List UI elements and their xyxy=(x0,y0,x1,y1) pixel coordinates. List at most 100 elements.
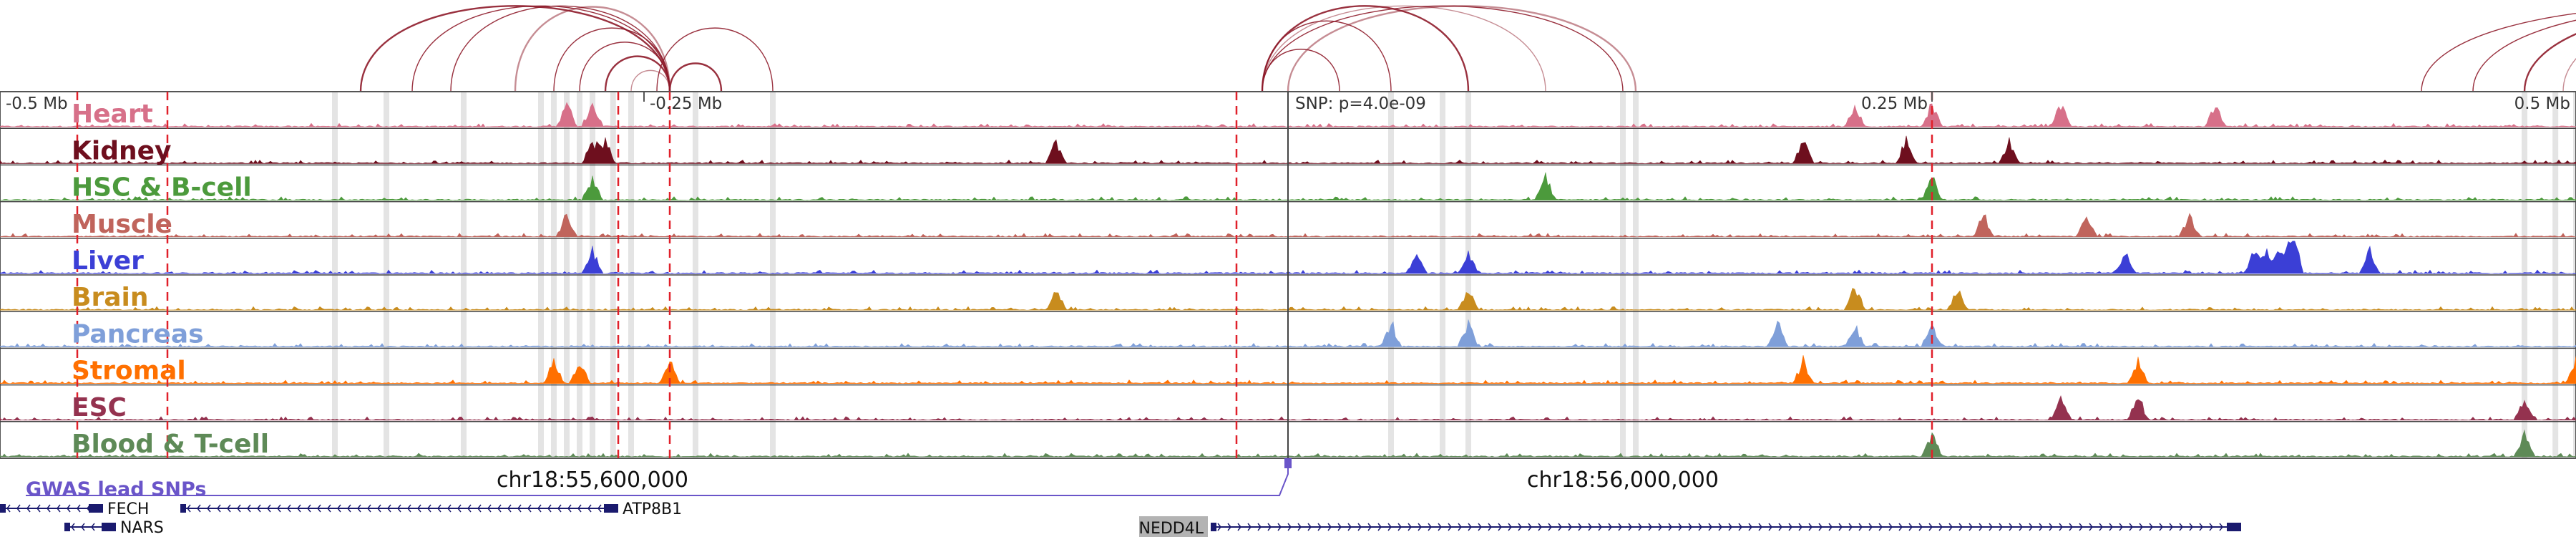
strand-chevron xyxy=(217,504,221,513)
strand-chevron xyxy=(1898,523,1903,531)
strand-chevron xyxy=(1418,523,1422,531)
strand-chevron xyxy=(1658,523,1662,531)
strand-chevron xyxy=(1918,523,1923,531)
loop-arc xyxy=(656,27,774,92)
track-label: Pancreas xyxy=(72,319,204,349)
strand-chevron xyxy=(267,504,271,513)
strand-chevron xyxy=(447,504,452,513)
strand-chevron xyxy=(1948,523,1953,531)
strand-chevron xyxy=(1538,523,1542,531)
strand-chevron xyxy=(81,523,85,531)
strand-chevron xyxy=(297,504,301,513)
strand-chevron xyxy=(427,504,431,513)
strand-chevron xyxy=(277,504,281,513)
gene-fech: FECH xyxy=(0,500,149,518)
strand-chevron xyxy=(1698,523,1702,531)
strand-chevron xyxy=(2119,523,2123,531)
strand-chevron xyxy=(2099,523,2103,531)
strand-chevron xyxy=(1668,523,1672,531)
gene-exon xyxy=(102,523,116,531)
strand-chevron xyxy=(2189,523,2193,531)
strand-chevron xyxy=(1778,523,1782,531)
strand-chevron xyxy=(1287,523,1292,531)
strand-chevron xyxy=(1438,523,1442,531)
axis-tick-label: -0.5 Mb xyxy=(6,95,68,113)
loop-arc xyxy=(579,42,670,92)
strand-chevron xyxy=(1878,523,1883,531)
strand-chevron xyxy=(2059,523,2063,531)
strand-chevron xyxy=(1307,523,1312,531)
snp-pvalue-label: SNP: p=4.0e-09 xyxy=(1295,95,1426,113)
strand-chevron xyxy=(1377,523,1382,531)
loop-arc xyxy=(2523,33,2576,92)
strand-chevron xyxy=(507,504,512,513)
gene-annotation-track: FECH ATP8B1 NARS NEDD4L xyxy=(0,500,2241,537)
strand-chevron xyxy=(1347,523,1352,531)
strand-chevron xyxy=(1317,523,1322,531)
strand-chevron xyxy=(287,504,291,513)
strand-chevron xyxy=(1518,523,1522,531)
strand-chevron xyxy=(1788,523,1792,531)
strand-chevron xyxy=(1868,523,1873,531)
strand-chevron xyxy=(1297,523,1302,531)
gwas-lead-snps-track: GWAS lead SNPs chr18:55,600,000 chr18:56,0… xyxy=(26,458,1719,500)
gene-label-bg xyxy=(1139,516,1208,537)
strand-chevron xyxy=(1979,523,1983,531)
track-signal xyxy=(0,135,2576,164)
strand-chevron xyxy=(1327,523,1332,531)
strand-chevron xyxy=(1337,523,1342,531)
loop-arc xyxy=(450,5,670,92)
strand-chevron xyxy=(2089,523,2093,531)
strand-chevron xyxy=(1277,523,1282,531)
strand-chevron xyxy=(1628,523,1632,531)
strand-chevron xyxy=(1608,523,1612,531)
strand-chevron xyxy=(1508,523,1512,531)
strand-chevron xyxy=(257,504,261,513)
gene-label: FECH xyxy=(107,500,149,518)
strand-chevron xyxy=(1387,523,1392,531)
strand-chevron xyxy=(1768,523,1772,531)
gene-exon xyxy=(64,523,70,531)
strand-chevron xyxy=(1808,523,1813,531)
strand-chevron xyxy=(26,504,31,513)
strand-chevron xyxy=(1748,523,1752,531)
loop-arc xyxy=(553,27,670,92)
strand-chevron xyxy=(347,504,351,513)
strand-chevron xyxy=(1989,523,1993,531)
strand-chevron xyxy=(597,504,602,513)
strand-chevron xyxy=(2029,523,2033,531)
loop-arc xyxy=(2562,58,2576,92)
track-label: HSC & B-cell xyxy=(72,173,252,203)
strand-chevron xyxy=(16,504,21,513)
strand-chevron xyxy=(1758,523,1762,531)
strand-chevron xyxy=(357,504,361,513)
loop-arc xyxy=(604,55,671,92)
strand-chevron xyxy=(477,504,482,513)
strand-chevron xyxy=(57,504,61,513)
gwas-snp-marker xyxy=(1284,458,1292,468)
gene-label: NARS xyxy=(120,519,164,537)
track-label: Kidney xyxy=(72,136,172,165)
strand-chevron xyxy=(1488,523,1492,531)
gwas-label: GWAS lead SNPs xyxy=(26,478,206,500)
strand-chevron xyxy=(1468,523,1472,531)
strand-chevron xyxy=(1217,523,1221,531)
gene-exon xyxy=(0,504,6,513)
track-label: Muscle xyxy=(72,210,172,239)
strand-chevron xyxy=(1478,523,1482,531)
track-signal xyxy=(0,395,2576,421)
strand-chevron xyxy=(1407,523,1412,531)
gene-exon xyxy=(604,504,618,513)
track-signal xyxy=(0,213,2576,238)
axis-tick-label: 0.5 Mb xyxy=(2514,95,2570,113)
strand-chevron xyxy=(1528,523,1532,531)
strand-chevron xyxy=(1638,523,1642,531)
strand-chevron xyxy=(1678,523,1682,531)
strand-chevron xyxy=(1367,523,1372,531)
strand-chevron xyxy=(547,504,552,513)
track-labels: Heart Kidney HSC & B-cell Muscle Liver Brain P… xyxy=(72,100,269,459)
track-label: ESC xyxy=(72,393,127,422)
strand-chevron xyxy=(2039,523,2043,531)
strand-chevron xyxy=(1227,523,1231,531)
